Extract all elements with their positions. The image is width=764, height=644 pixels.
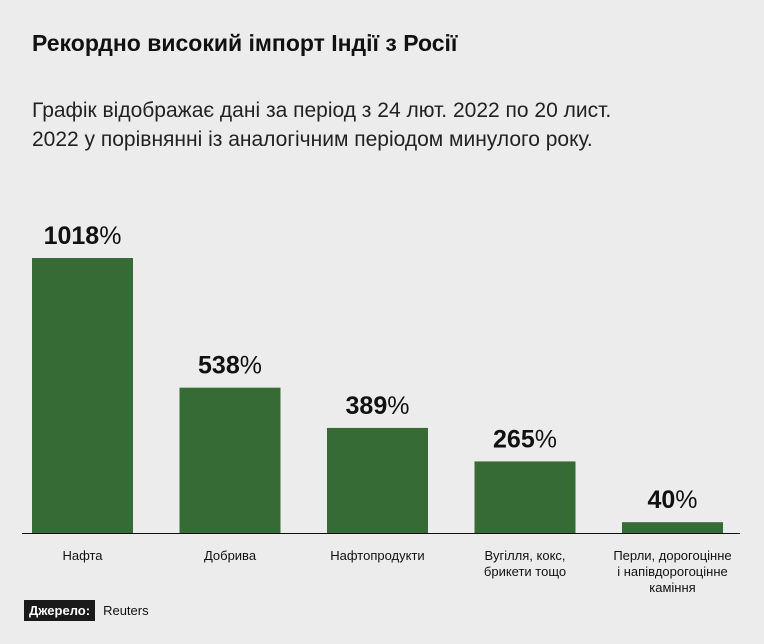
data-label-0: 1018%	[44, 222, 122, 250]
bar-chart: 1018% Нафта 538% Добрива 389% Нафтопродукти 26…	[22, 222, 740, 595]
source-line: Джерело: Reuters	[24, 600, 149, 621]
category-label-3: Вугілля, кокс, брикети тощо	[484, 548, 566, 579]
source-label: Джерело:	[24, 600, 96, 621]
chart-subtitle: Графік відображає дані за період з 24 лю…	[32, 99, 612, 151]
chart-title: Рекордно високий імпорт Індії з Росії	[32, 30, 458, 56]
bar-3	[474, 461, 576, 533]
category-label-2: Нафтопродукти	[330, 548, 424, 563]
source-value: Reuters	[103, 603, 149, 618]
category-label-0: Нафта	[62, 548, 103, 563]
data-label-3: 265%	[493, 425, 557, 453]
data-label-4: 40%	[647, 486, 697, 514]
bar-2	[327, 427, 428, 533]
bar-1	[179, 387, 281, 533]
bar-4	[622, 522, 723, 533]
category-label-1: Добрива	[204, 548, 257, 563]
data-label-2: 389%	[346, 392, 410, 420]
bar-0	[32, 258, 133, 533]
data-label-1: 538%	[198, 352, 262, 380]
category-label-4: Перли, дорогоцінне і напівдорогоцінне камі…	[613, 548, 731, 595]
